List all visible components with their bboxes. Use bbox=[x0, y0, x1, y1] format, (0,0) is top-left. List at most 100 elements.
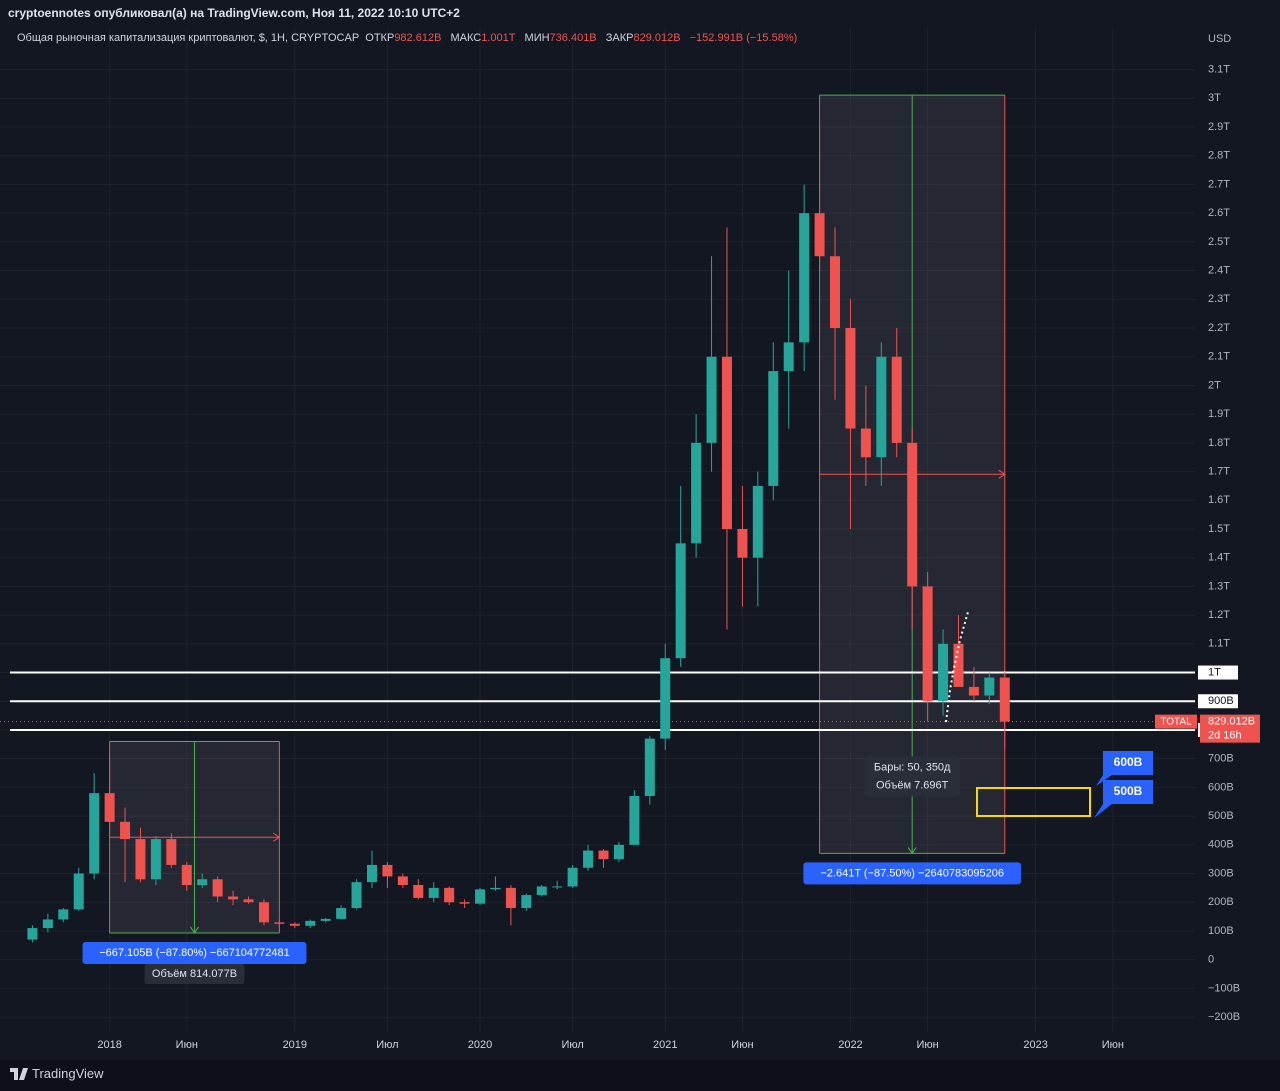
candle-body bbox=[613, 844, 624, 860]
measure-bars: Бары: 50, 350д bbox=[874, 761, 951, 773]
brand: TradingView bbox=[32, 1066, 104, 1081]
legend-label: ОТКР bbox=[365, 32, 395, 44]
candle-body bbox=[243, 899, 254, 903]
candle-body bbox=[228, 896, 239, 900]
candle-body bbox=[907, 442, 918, 587]
candle-body bbox=[289, 923, 300, 926]
highlight-zone bbox=[976, 787, 1091, 817]
legend-change: −152.991B (−15.58%) bbox=[689, 32, 798, 44]
measure-info-box bbox=[144, 963, 245, 984]
price-label: TOTAL 829.012B 2d 16h bbox=[0, 714, 1260, 743]
y-tick-label: 200B bbox=[1208, 896, 1234, 908]
symbol: TOTAL bbox=[1160, 716, 1192, 727]
x-tick-label: 2018 bbox=[97, 1039, 121, 1051]
candle-body bbox=[953, 643, 964, 687]
measure-label-box bbox=[803, 862, 1021, 885]
callout-box bbox=[1094, 780, 1153, 818]
candle-body bbox=[73, 873, 84, 910]
dotted-path bbox=[945, 611, 969, 723]
x-tick-label: 2019 bbox=[283, 1039, 307, 1051]
legend-label: МИН bbox=[524, 32, 550, 44]
candle-body bbox=[799, 213, 810, 343]
candle-body bbox=[583, 850, 594, 868]
countdown: 2d 16h bbox=[1208, 730, 1242, 742]
y-tick-label: 600B bbox=[1208, 781, 1234, 793]
y-tick-label: 700B bbox=[1208, 753, 1234, 765]
candle-body bbox=[212, 879, 223, 897]
legend-value: 1.001T bbox=[481, 32, 516, 44]
callout-label: 500B bbox=[1114, 784, 1143, 798]
x-tick-label: Июн bbox=[731, 1039, 753, 1051]
candle-body bbox=[660, 658, 671, 739]
y-tick-label: −200B bbox=[1208, 1011, 1240, 1023]
candle-body bbox=[984, 677, 995, 696]
measure-label: −2.641T (−87.50%) −2640783095206 bbox=[820, 867, 1004, 879]
y-tick-label: 3T bbox=[1208, 92, 1221, 104]
y-tick-label: 0 bbox=[1208, 954, 1214, 966]
callout: 600B bbox=[1096, 751, 1153, 786]
y-tick-label: 2.1T bbox=[1208, 351, 1230, 363]
y-tick-label: 3.1T bbox=[1208, 64, 1230, 76]
candle-body bbox=[27, 928, 38, 940]
candle-body bbox=[830, 256, 841, 329]
candle-body bbox=[737, 529, 748, 558]
currency: USD bbox=[1208, 33, 1231, 45]
measure: −667.105B (−87.80%) −667104772481 Объём 8… bbox=[82, 740, 307, 984]
candle-body bbox=[490, 887, 501, 890]
candle-body bbox=[598, 850, 609, 860]
price-value: 829.012B bbox=[1208, 716, 1255, 728]
x-tick-label: Июн bbox=[917, 1039, 939, 1051]
candle-body bbox=[876, 356, 887, 458]
y-tick-label: 1.6T bbox=[1208, 494, 1230, 506]
candle-body bbox=[336, 907, 347, 919]
measure-label: −667.105B (−87.80%) −667104772481 bbox=[99, 947, 290, 959]
y-tick-label: 1T bbox=[1208, 666, 1221, 678]
candle-body bbox=[814, 213, 825, 257]
y-tick-label: 1.1T bbox=[1208, 638, 1230, 650]
candle-body bbox=[382, 864, 393, 877]
legend-value: 829.012B bbox=[633, 32, 681, 44]
y-tick-label: 1.2T bbox=[1208, 609, 1230, 621]
candle-body bbox=[150, 839, 161, 880]
candle-body bbox=[891, 356, 902, 443]
candle-body bbox=[444, 887, 455, 903]
measure-label-box bbox=[82, 941, 307, 964]
y-tick-label: 2.7T bbox=[1208, 178, 1230, 190]
legend-label: ЗАКР bbox=[605, 32, 634, 44]
measure-volume: Объём 7.696T bbox=[876, 779, 949, 791]
candle-body bbox=[706, 356, 717, 443]
candle-body bbox=[475, 889, 486, 904]
y-tick-label: 2.5T bbox=[1208, 236, 1230, 248]
candle-body bbox=[42, 919, 53, 929]
candle-body bbox=[968, 686, 979, 696]
y-tick-label: 1.8T bbox=[1208, 437, 1230, 449]
candle-body bbox=[181, 864, 192, 886]
publisher: cryptoennotes опубликовал(а) на TradingV… bbox=[8, 6, 460, 20]
x-tick-label: 2022 bbox=[838, 1039, 862, 1051]
symbol-tag bbox=[1155, 714, 1197, 729]
legend-value: 736.401B bbox=[549, 32, 597, 44]
candle-body bbox=[197, 879, 208, 886]
y-tick-label: 2.6T bbox=[1208, 207, 1230, 219]
candle-body bbox=[938, 643, 949, 702]
candle-body bbox=[135, 839, 146, 880]
level-tag bbox=[1198, 665, 1238, 680]
candle-body bbox=[768, 371, 779, 486]
x-tick-label: 2021 bbox=[653, 1039, 677, 1051]
x-tick-label: Июн bbox=[176, 1039, 198, 1051]
measure-info-box bbox=[864, 756, 961, 797]
y-tick-label: 2.4T bbox=[1208, 265, 1230, 277]
candle-body bbox=[536, 886, 547, 896]
y-tick-label: −100B bbox=[1208, 982, 1240, 994]
x-tick-label: 2020 bbox=[468, 1039, 492, 1051]
candle-body bbox=[366, 864, 377, 883]
candle-body bbox=[104, 793, 115, 822]
footer: TradingView bbox=[10, 1066, 104, 1081]
legend-value: 982.612B bbox=[394, 32, 442, 44]
candle-body bbox=[783, 342, 794, 372]
candle-body bbox=[999, 677, 1010, 722]
candle-body bbox=[845, 328, 856, 429]
measure-volume: Объём 814.077B bbox=[152, 968, 237, 980]
